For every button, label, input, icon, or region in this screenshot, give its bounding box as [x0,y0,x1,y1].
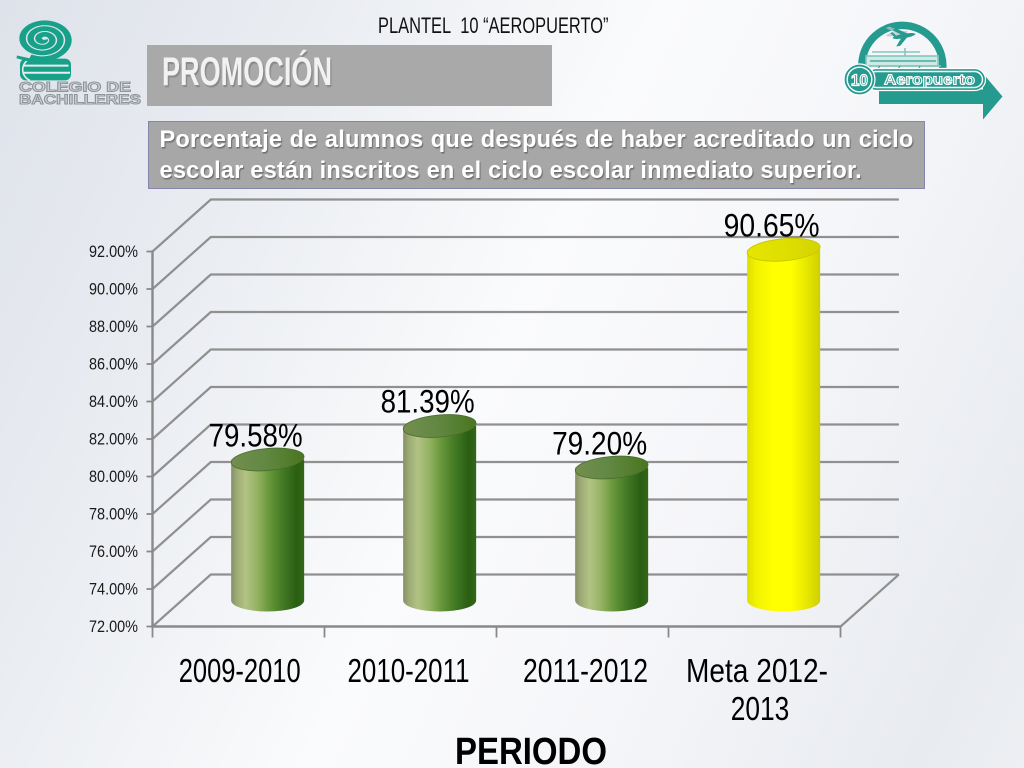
svg-text:82.00%: 82.00% [89,430,138,449]
svg-text:80.00%: 80.00% [89,467,138,486]
svg-text:2013: 2013 [731,690,790,727]
svg-text:10: 10 [851,72,868,89]
svg-text:88.00%: 88.00% [89,317,138,336]
svg-text:86.00%: 86.00% [89,355,138,374]
svg-text:84.00%: 84.00% [89,392,138,411]
svg-text:BACHILLERES: BACHILLERES [19,92,141,107]
svg-text:2011-2012: 2011-2012 [523,652,648,689]
svg-text:79.20%: 79.20% [552,426,647,462]
svg-text:PERIODO: PERIODO [455,731,607,768]
svg-text:90.65%: 90.65% [724,207,820,243]
svg-text:2009-2010: 2009-2010 [179,652,301,689]
svg-text:2010-2011: 2010-2011 [348,652,470,689]
svg-text:79.58%: 79.58% [209,418,303,454]
svg-text:90.00%: 90.00% [89,280,138,299]
svg-text:92.00%: 92.00% [89,242,138,261]
svg-text:74.00%: 74.00% [89,580,138,599]
svg-text:Aeropuerto: Aeropuerto [884,72,975,89]
svg-text:76.00%: 76.00% [89,542,138,561]
svg-text:Meta 2012-: Meta 2012- [686,652,828,689]
svg-text:78.00%: 78.00% [89,505,138,524]
svg-text:COLEGIO DE: COLEGIO DE [19,80,131,95]
svg-text:81.39%: 81.39% [381,384,475,420]
svg-text:72.00%: 72.00% [89,617,138,636]
